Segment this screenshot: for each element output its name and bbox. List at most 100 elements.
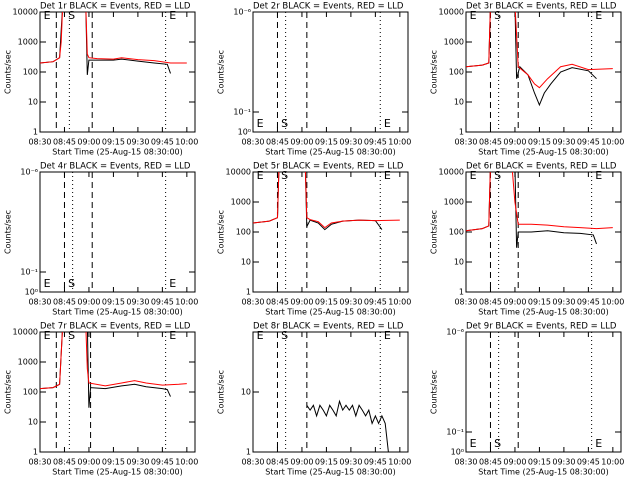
x-tick-label: 08:45 <box>266 458 289 467</box>
annotation: E <box>470 9 477 22</box>
panel-title: Det 5r BLACK = Events, RED = LLD <box>253 162 404 172</box>
x-axis-label: Start Time (25-Aug-15 08:30:00) <box>52 148 183 157</box>
x-tick-label: 08:30 <box>454 458 477 467</box>
annotation: S <box>494 437 501 450</box>
panel-title: Det 9r BLACK = Events, RED = LLD <box>466 322 617 332</box>
y-tick-label: 100 <box>236 228 251 237</box>
panel: Det 4r BLACK = Events, RED = LLD Start Ti… <box>4 162 199 317</box>
y-tick-label: 100 <box>23 388 38 397</box>
x-tick-label: 08:30 <box>241 458 264 467</box>
plot-frame <box>252 331 409 453</box>
y-tick-label: 10000 <box>439 168 464 177</box>
y-tick-label: 1 <box>459 128 464 137</box>
x-tick-label: 09:00 <box>290 298 313 307</box>
y-axis-label: Counts/sec <box>430 210 439 254</box>
annotation: S <box>68 9 75 22</box>
y-tick-label: 10 <box>454 258 464 267</box>
x-tick-label: 09:30 <box>126 298 149 307</box>
x-tick-label: 08:45 <box>266 138 289 147</box>
y-tick-label: 10 <box>28 98 38 107</box>
y-tick-label: 1000 <box>444 38 464 47</box>
y-tick-label: 10⁻¹ <box>446 428 464 437</box>
y-tick-label: 10 <box>454 98 464 107</box>
x-tick-label: 08:45 <box>53 298 76 307</box>
panel-title: Det 2r BLACK = Events, RED = LLD <box>253 2 404 12</box>
x-tick-label: 09:15 <box>315 298 338 307</box>
y-tick-label: 1 <box>459 288 464 297</box>
x-tick-label: 09:30 <box>126 458 149 467</box>
panel: Det 5r BLACK = Events, RED = LLD Start Ti… <box>217 162 412 317</box>
x-tick-label: 09:45 <box>364 298 387 307</box>
x-tick-label: 10:00 <box>388 138 411 147</box>
data-line <box>466 172 597 248</box>
annotation: S <box>494 9 501 22</box>
x-tick-label: 08:45 <box>479 458 502 467</box>
x-tick-label: 09:00 <box>503 138 526 147</box>
y-tick-label: 10⁰ <box>451 448 464 457</box>
plot-frame <box>465 11 622 133</box>
panel: Det 6r BLACK = Events, RED = LLD Start Ti… <box>430 162 625 317</box>
plot-frame <box>39 11 196 133</box>
y-axis-label: Counts/sec <box>430 370 439 414</box>
x-tick-label: 08:30 <box>28 138 51 147</box>
x-tick-label: 08:30 <box>241 138 264 147</box>
plot-frame <box>39 331 196 453</box>
data-line <box>306 399 389 452</box>
x-axis-label: Start Time (25-Aug-15 08:30:00) <box>265 148 396 157</box>
x-tick-label: 09:30 <box>552 298 575 307</box>
x-tick-label: 09:30 <box>339 458 362 467</box>
plot-frame <box>252 11 409 133</box>
x-tick-label: 10:00 <box>175 458 198 467</box>
x-axis-label: Start Time (25-Aug-15 08:30:00) <box>478 468 609 477</box>
x-axis-label: Start Time (25-Aug-15 08:30:00) <box>52 468 183 477</box>
y-tick-label: 1 <box>246 448 251 457</box>
y-axis-label: Counts/sec <box>430 50 439 94</box>
y-tick-label: 100 <box>23 68 38 77</box>
x-tick-label: 09:45 <box>364 138 387 147</box>
y-axis-label: Counts/sec <box>217 210 226 254</box>
annotation: E <box>470 169 477 182</box>
annotation: E <box>595 9 602 22</box>
data-line <box>40 12 171 75</box>
y-tick-label: 1000 <box>18 358 38 367</box>
x-tick-label: 09:00 <box>290 458 313 467</box>
x-tick-label: 08:45 <box>266 298 289 307</box>
x-tick-label: 09:30 <box>552 458 575 467</box>
annotation: E <box>384 169 391 182</box>
x-axis-label: Start Time (25-Aug-15 08:30:00) <box>478 308 609 317</box>
y-tick-label: 100 <box>449 228 464 237</box>
y-tick-label: 10⁻¹ <box>20 268 38 277</box>
annotation: E <box>44 277 51 290</box>
annotation: E <box>169 9 176 22</box>
x-axis-label: Start Time (25-Aug-15 08:30:00) <box>478 148 609 157</box>
panel-title: Det 3r BLACK = Events, RED = LLD <box>466 2 617 12</box>
x-tick-label: 09:15 <box>315 458 338 467</box>
y-tick-label: 10⁰ <box>238 128 251 137</box>
y-axis-label: Counts/sec <box>217 370 226 414</box>
y-tick-label: 1 <box>246 288 251 297</box>
panel-title: Det 4r BLACK = Events, RED = LLD <box>40 162 191 172</box>
x-tick-label: 09:45 <box>364 458 387 467</box>
y-tick-label: 10 <box>28 418 38 427</box>
panel: Det 9r BLACK = Events, RED = LLD Start Ti… <box>430 322 625 477</box>
x-tick-label: 09:15 <box>102 298 125 307</box>
x-tick-label: 09:00 <box>290 138 313 147</box>
x-tick-label: 09:45 <box>151 298 174 307</box>
y-axis-label: Counts/sec <box>4 370 13 414</box>
annotation: S <box>494 169 501 182</box>
x-tick-label: 08:45 <box>479 138 502 147</box>
x-tick-label: 09:15 <box>528 458 551 467</box>
panel-title: Det 7r BLACK = Events, RED = LLD <box>40 322 191 332</box>
y-tick-label: 10⁻¹ <box>233 108 251 117</box>
plot-frame <box>465 171 622 293</box>
annotation: E <box>257 169 264 182</box>
y-axis-label: Counts/sec <box>4 210 13 254</box>
x-tick-label: 08:30 <box>454 298 477 307</box>
x-tick-label: 10:00 <box>388 298 411 307</box>
y-tick-label: 10 <box>241 258 251 267</box>
y-tick-label: 1 <box>33 448 38 457</box>
annotation: S <box>281 169 288 182</box>
x-tick-label: 08:30 <box>28 298 51 307</box>
y-tick-label: 1000 <box>231 198 251 207</box>
data-line <box>40 332 171 408</box>
